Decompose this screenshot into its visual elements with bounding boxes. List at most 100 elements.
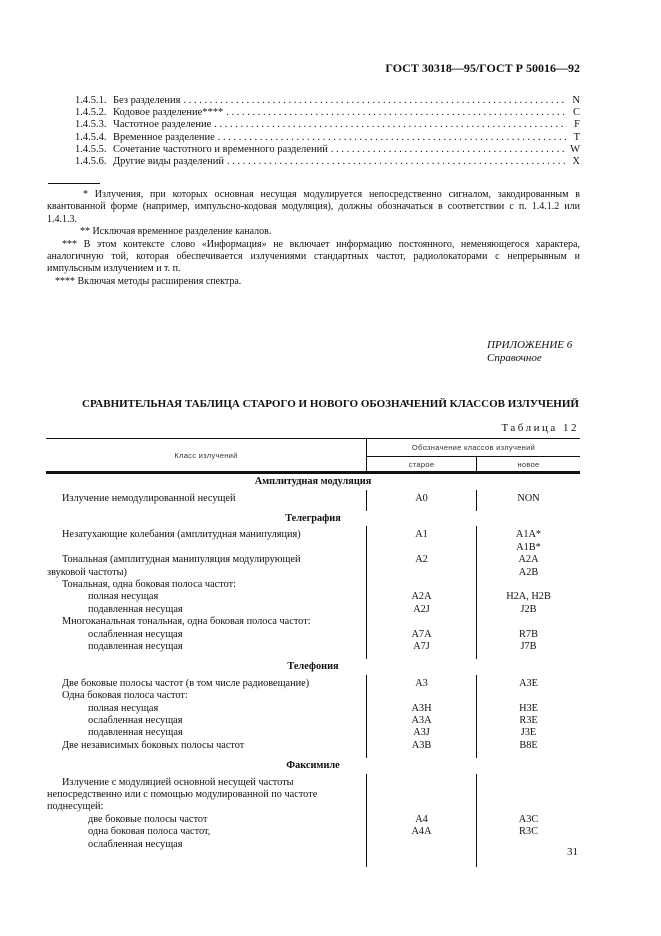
new-code-cell: J2B [476,603,580,617]
new-code-cell: H3E [476,702,580,715]
spacer [366,526,476,530]
class-cell: Тональная (амплитудная манипуляция модул… [62,554,301,566]
old-code-cell [366,838,476,851]
footnote: **** Включая методы расширения спектра. [55,275,242,287]
dot-leader [226,107,567,119]
table-header: Класс излучений Обозначение классов излу… [46,438,580,474]
item-code: N [572,95,580,106]
new-code-cell: R3E [476,714,580,728]
appendix-type: Справочное [487,352,542,364]
list-item: 1.4.5.2. Кодовое разделение**** C [75,107,580,119]
item-number: 1.4.5.2. [75,107,107,119]
spacer [366,674,476,678]
item-number: 1.4.5.5. [75,143,107,155]
spacer [476,504,580,511]
old-code-cell: A3B [366,739,476,753]
class-cell: две боковые полосы частот [88,813,208,825]
spacer [366,773,476,777]
table-row: полная несущая A2A H2A, H2B [46,591,580,604]
old-code-cell: A0 [366,492,476,505]
item-code: C [572,107,580,119]
spacer [366,752,476,759]
table-row: Излучение немодулированной несущей A0 NON [46,492,580,505]
item-number: 1.4.5.3. [75,119,107,131]
table-row: подавленная несущая A7J J7B [46,640,580,654]
class-cell: поднесущей: [47,801,104,813]
table-row: Одна боковая полоса частот: [46,690,580,703]
old-code-cell [366,578,476,592]
new-code-cell [476,801,580,814]
class-cell: Одна боковая полоса частот: [62,690,188,702]
new-code-cell: A2A [476,554,580,567]
old-code-cell: A1 [366,529,476,542]
item-text: Без разделения [113,95,181,106]
dot-leader [227,156,567,168]
header-new: новое [476,457,580,471]
old-code-cell [366,776,476,790]
class-cell: подавленная несущая [88,727,183,739]
new-code-cell: J3E [476,727,580,740]
class-cell: Тональная, одна боковая полоса частот: [62,578,236,590]
old-code-cell: A4 [366,813,476,827]
header-old: старое [366,457,476,471]
spacer [476,653,580,660]
new-code-cell: B8E [476,739,580,753]
class-cell: Многоканальная тональная, одна боковая п… [62,616,311,628]
new-code-cell: J7B [476,640,580,654]
old-code-cell: A2 [366,554,476,567]
old-code-cell [366,789,476,802]
spacer [366,504,476,511]
item-number: 1.4.5.1. [75,95,107,106]
item-text: Временное разделение [113,131,215,143]
old-code-cell: A3J [366,727,476,740]
row-gap [46,752,580,759]
table-row: поднесущей: [46,801,580,814]
table-title: СРАВНИТЕЛЬНАЯ ТАБЛИЦА СТАРОГО И НОВОГО О… [82,398,579,410]
new-code-cell: R3C [476,826,580,839]
class-cell: Две боковые полосы частот (в том числе р… [62,677,310,689]
class-cell [46,542,366,554]
class-cell: Незатухающие колебания (амплитудная мани… [62,529,301,541]
new-code-cell [476,789,580,802]
row-gap [46,526,580,530]
table-row: ослабленная несущая A7A R7B [46,628,580,641]
item-number: 1.4.5.4. [75,131,107,143]
new-code-cell [476,776,580,790]
spacer [476,489,580,493]
appendix-label: ПРИЛОЖЕНИЕ 6 Справочное [487,339,572,365]
class-cell: подавленная несущая [88,640,183,652]
old-code-cell: A2A [366,591,476,604]
table-row: ослабленная несущая A3A R3E [46,714,580,728]
old-code-cell [366,801,476,814]
row-gap [46,489,580,493]
section-heading: Телефония [287,661,339,673]
old-code-cell [366,690,476,703]
list-item: 1.4.5.3. Частотное разделение F [75,119,580,131]
classification-list: 1.4.5.1. Без разделения N 1.4.5.2. Кодовое р… [75,95,580,168]
class-cell: ослабленная несущая [88,838,183,850]
table-row: ослабленная несущая [46,838,580,851]
item-text: Сочетание частотного и временного раздел… [113,143,328,155]
footnotes: * Излучения, при которых основная несуща… [47,189,580,288]
table-row: Две независимых боковых полосы частот A3B… [46,739,580,753]
table-number: Таблица 12 [501,422,579,434]
row-gap [46,850,580,867]
old-code-cell: A3A [366,714,476,728]
item-text: Другие виды разделений [113,155,224,167]
class-cell: Излучение немодулированной несущей [62,492,236,504]
list-item: 1.4.5.1. Без разделения N [75,95,580,107]
spacer [366,850,476,867]
dot-leader [331,144,567,156]
class-cell: подавленная несущая [88,603,183,615]
new-code-cell: A2B [476,566,580,579]
table-row: подавленная несущая A3J J3E [46,727,580,740]
section-heading: Факсимиле [286,760,340,772]
new-code-cell: R7B [476,628,580,641]
table-row: Незатухающие колебания (амплитудная мани… [46,529,580,542]
spacer [476,850,580,867]
table-row: одна боковая полоса частот, A4A R3C [46,826,580,839]
footnote: ** Исключая временное разделение каналов… [80,226,272,238]
old-code-cell [366,616,476,629]
appendix-number: ПРИЛОЖЕНИЕ 6 [487,339,573,351]
section-heading: Амплитудная модуляция [254,476,372,487]
